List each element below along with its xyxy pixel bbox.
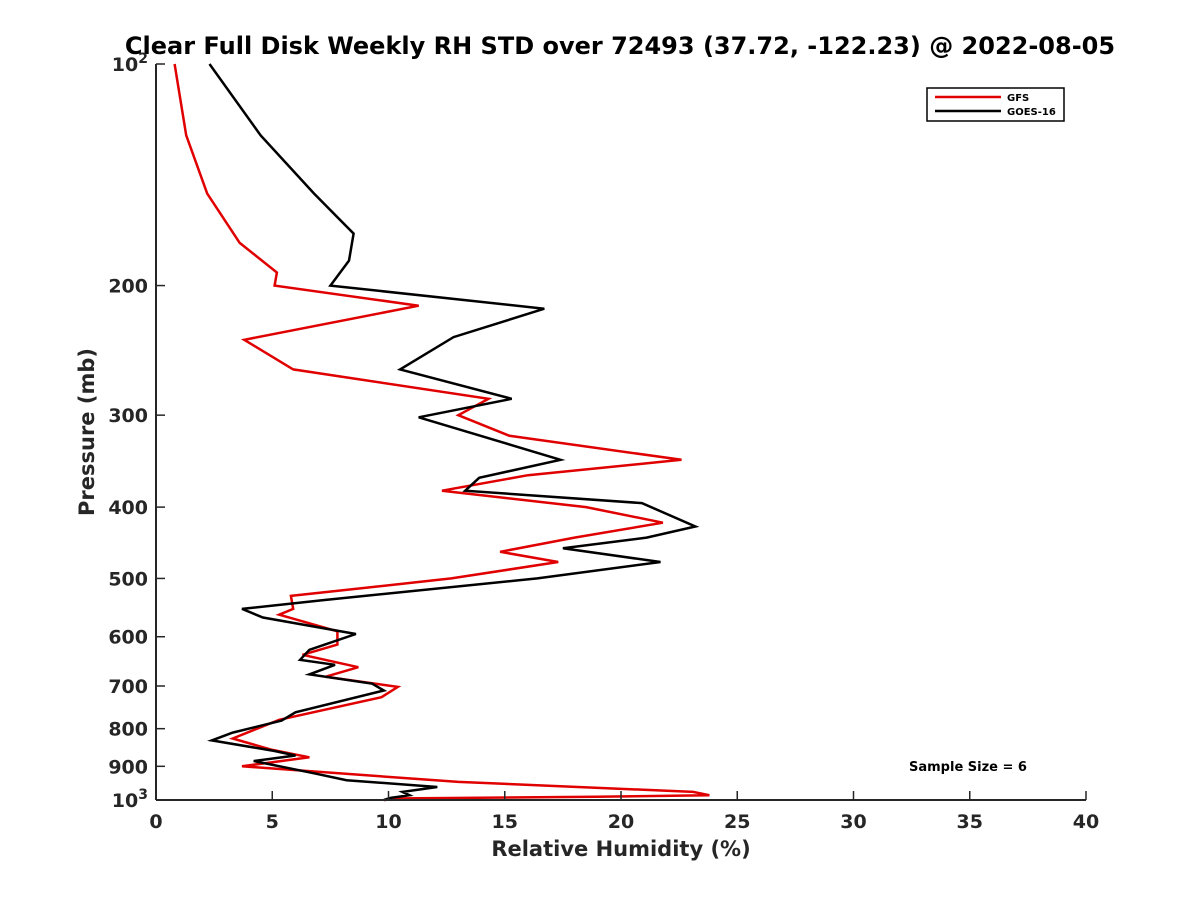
- y-tick-label: 700: [108, 676, 148, 698]
- series-layer: [173, 63, 710, 802]
- x-tick-label: 35: [957, 811, 983, 833]
- y-tick-label: 400: [108, 497, 148, 519]
- y-tick-label: 102: [112, 51, 148, 76]
- x-tick-label: 0: [149, 811, 162, 833]
- x-tick-label: 20: [608, 811, 634, 833]
- series-line-goes16: [206, 63, 700, 802]
- legend-label-goes16: GOES-16: [1007, 107, 1056, 118]
- x-axis-label: Relative Humidity (%): [491, 837, 750, 861]
- y-tick-label: 600: [108, 627, 148, 649]
- legend-box: [926, 87, 1065, 122]
- y-axis-label: Pressure (mb): [75, 348, 99, 516]
- y-tick-label: 300: [108, 405, 148, 427]
- y-tick-label: 500: [108, 568, 148, 590]
- y-tick-label: 900: [108, 756, 148, 778]
- x-tick-label: 30: [840, 811, 866, 833]
- legend: GFS GOES-16: [926, 87, 1065, 122]
- legend-label-gfs: GFS: [1007, 93, 1029, 104]
- x-ticks: 0 5 10 15 20 25 30 35 40: [149, 791, 1099, 833]
- sample-size-annotation: Sample Size = 6: [909, 760, 1027, 775]
- chart-title: Clear Full Disk Weekly RH STD over 72493…: [125, 32, 1115, 60]
- x-tick-label: 10: [375, 811, 401, 833]
- x-tick-label: 5: [266, 811, 279, 833]
- series-line-gfs: [173, 63, 710, 802]
- y-tick-label: 200: [108, 276, 148, 298]
- axes-frame: [155, 64, 1086, 801]
- x-tick-label: 25: [724, 811, 750, 833]
- y-tick-label: 103: [112, 787, 148, 812]
- y-tick-label: 800: [108, 719, 148, 741]
- x-tick-label: 15: [492, 811, 518, 833]
- x-tick-label: 40: [1073, 811, 1099, 833]
- y-ticks: 102 200 300 400 500 600 700 800 900 103: [108, 51, 165, 812]
